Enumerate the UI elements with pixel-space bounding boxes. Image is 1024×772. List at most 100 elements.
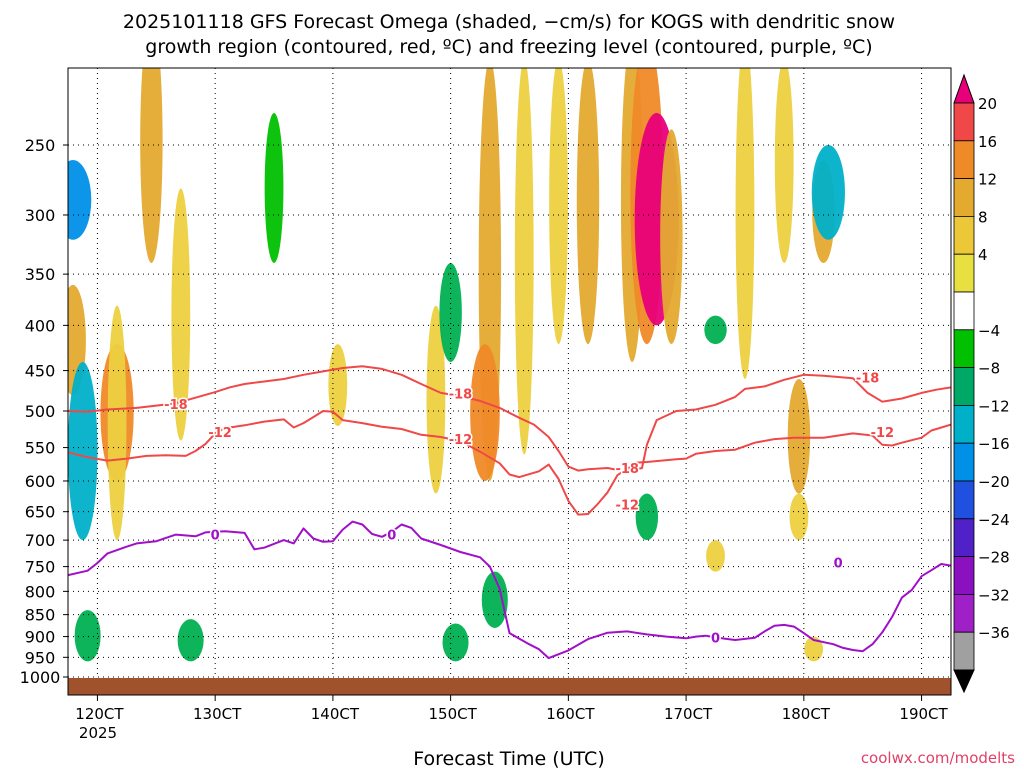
colorbar-swatch bbox=[953, 329, 975, 368]
colorbar-label: 20 bbox=[978, 95, 997, 113]
contour-label: -12 bbox=[449, 433, 473, 448]
colorbar-swatch bbox=[953, 367, 975, 406]
contour-label: 0 bbox=[211, 529, 220, 544]
colorbar-label: 12 bbox=[978, 171, 997, 189]
omega-blob bbox=[735, 68, 755, 379]
x-axis-title: Forecast Time (UTC) bbox=[413, 748, 604, 768]
omega-blob bbox=[706, 540, 725, 572]
colorbar-swatch bbox=[953, 480, 975, 520]
contour-label: 0 bbox=[834, 556, 843, 571]
colorbar-swatch bbox=[953, 178, 975, 217]
colorbar-label: 16 bbox=[978, 133, 997, 151]
y-tick-label: 750 bbox=[25, 558, 56, 577]
y-tick-label: 650 bbox=[25, 503, 56, 522]
y-tick-label: 850 bbox=[25, 606, 56, 625]
omega-blob bbox=[470, 344, 500, 481]
omega-blob bbox=[635, 493, 659, 541]
contour-label: -18 bbox=[449, 388, 473, 403]
colorbar-label: −24 bbox=[978, 511, 1010, 529]
omega-blob bbox=[107, 305, 127, 541]
omega-blob bbox=[804, 636, 824, 662]
colorbar-swatch bbox=[953, 518, 975, 557]
x-tick-label: 170CT bbox=[664, 705, 713, 723]
watermark: coolwx.com/modelts bbox=[861, 749, 1015, 767]
omega-blob bbox=[549, 68, 568, 345]
omega-blob bbox=[328, 344, 348, 427]
contour-label: -18 bbox=[164, 398, 188, 413]
x-axis: 120CT 130CT 140CT 150CT 160CT 170CT 180CT 190CT bbox=[75, 695, 949, 723]
y-tick-label: 950 bbox=[25, 648, 56, 667]
omega-blob bbox=[811, 145, 845, 240]
colorbar-swatch bbox=[953, 442, 975, 482]
x-tick-label: 130CT bbox=[193, 705, 242, 723]
omega-blob bbox=[264, 113, 284, 263]
omega-blob bbox=[660, 129, 683, 345]
y-tick-label: 900 bbox=[25, 628, 56, 647]
chart-title-line-2: growth region (contoured, red, ºC) and f… bbox=[145, 36, 872, 58]
contour-lines bbox=[68, 365, 951, 660]
x-tick-label: 190CT bbox=[899, 705, 948, 723]
colorbar-label: 8 bbox=[978, 208, 988, 226]
omega-blob bbox=[426, 305, 446, 494]
contour-label: -18 bbox=[856, 371, 880, 386]
omega-blob bbox=[140, 68, 163, 263]
colorbar-swatch bbox=[953, 215, 975, 255]
omega-shading bbox=[68, 68, 845, 662]
colorbar-label: −32 bbox=[978, 586, 1010, 604]
omega-blob bbox=[576, 68, 600, 345]
grid-lines bbox=[68, 68, 951, 695]
omega-blob bbox=[68, 160, 92, 240]
contour-label: -18 bbox=[615, 462, 639, 477]
colorbar-swatch bbox=[953, 140, 975, 180]
y-tick-label: 500 bbox=[25, 402, 56, 421]
colorbar-swatch bbox=[953, 404, 975, 444]
y-tick-label: 450 bbox=[25, 362, 56, 381]
colorbar-swatch bbox=[953, 594, 975, 633]
contour-label: -12 bbox=[208, 426, 232, 441]
y-axis: 250 300 350 400 450 500 550 600 650 700 750 800 850 9… bbox=[20, 136, 68, 687]
colorbar-cap-bottom bbox=[953, 669, 975, 694]
omega-blob bbox=[171, 188, 191, 441]
colorbar-swatch bbox=[953, 556, 975, 595]
plot-frame bbox=[67, 67, 952, 696]
y-tick-label: 250 bbox=[25, 136, 56, 155]
colorbar-label: −4 bbox=[978, 322, 1000, 340]
y-tick-label: 550 bbox=[25, 439, 56, 458]
colorbar: 20 16 12 8 4 −4 −8 −12 −16 −20 −24 −28 −32 −36 bbox=[953, 73, 1010, 694]
colorbar-label: −12 bbox=[978, 397, 1010, 415]
omega-blob bbox=[787, 379, 811, 494]
omega-blob bbox=[481, 571, 508, 628]
y-tick-label: 400 bbox=[25, 316, 56, 335]
x-tick-label: 140CT bbox=[311, 705, 360, 723]
contour--18 bbox=[68, 365, 951, 473]
plot-background bbox=[68, 68, 951, 695]
y-tick-label: 1000 bbox=[20, 668, 61, 687]
colorbar-label: −8 bbox=[978, 360, 1000, 378]
contour-label: -12 bbox=[871, 426, 895, 441]
omega-blob bbox=[439, 262, 462, 362]
colorbar-swatch bbox=[953, 631, 975, 671]
colorbar-label: −36 bbox=[978, 624, 1010, 642]
contour-label: 0 bbox=[711, 631, 720, 646]
chart-title-line-1: 2025101118 GFS Forecast Omega (shaded, −… bbox=[123, 11, 895, 33]
year-label: 2025 bbox=[79, 724, 117, 742]
x-tick-label: 150CT bbox=[428, 705, 477, 723]
colorbar-swatch bbox=[953, 253, 975, 293]
y-tick-label: 700 bbox=[25, 531, 56, 550]
omega-blob bbox=[514, 68, 534, 455]
colorbar-label: −20 bbox=[978, 473, 1010, 491]
colorbar-cap-top bbox=[953, 73, 975, 104]
x-tick-label: 180CT bbox=[782, 705, 831, 723]
omega-blob bbox=[74, 610, 101, 662]
y-tick-label: 800 bbox=[25, 582, 56, 601]
contour-0 bbox=[68, 520, 951, 660]
colorbar-label: 4 bbox=[978, 246, 988, 264]
colorbar-label: −16 bbox=[978, 435, 1010, 453]
contour-labels: -18 -18 -18 -18 -12 -12 -12 -12 0 0 0 0 bbox=[163, 370, 896, 648]
omega-blob bbox=[68, 361, 98, 541]
omega-blob bbox=[177, 619, 204, 662]
contour--12 bbox=[68, 410, 951, 516]
omega-blob bbox=[789, 493, 809, 541]
colorbar-swatch bbox=[953, 291, 975, 331]
